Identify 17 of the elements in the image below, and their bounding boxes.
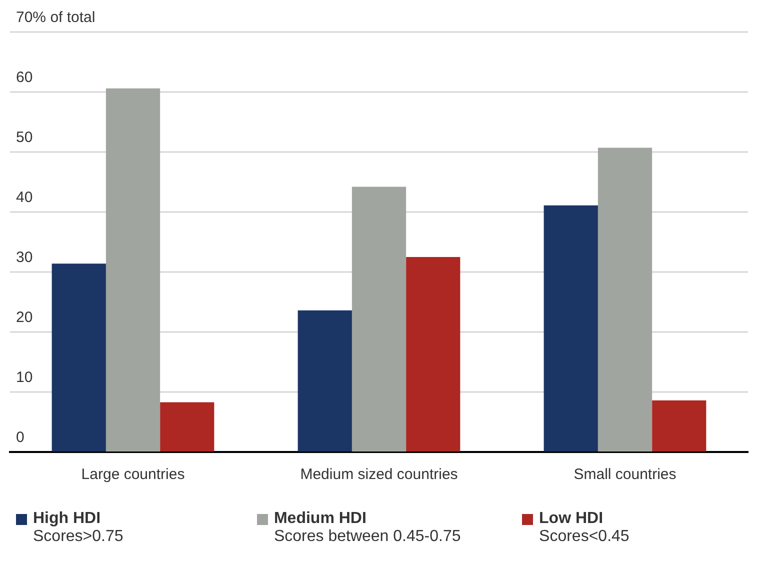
y-tick-label: 40 xyxy=(16,189,33,206)
legend-label: Medium HDI xyxy=(274,510,366,528)
legend-label: Low HDI xyxy=(539,510,604,528)
text: Scores between 0.45-0.75 xyxy=(272,528,462,546)
text: Scores>0.75 xyxy=(32,528,124,546)
x-tick-label: Medium sized countries xyxy=(300,466,458,484)
text: Scores<0.45 xyxy=(538,528,630,546)
x-tick-label: Large countries xyxy=(81,466,185,484)
y-tick-label: 10 xyxy=(16,369,33,386)
y-tick-label: 70% of total xyxy=(16,9,96,26)
y-tick-label: 0 xyxy=(16,429,24,446)
y-tick-label: 50 xyxy=(16,129,33,146)
y-tick-label: 60 xyxy=(16,69,33,86)
y-tick-label: 20 xyxy=(16,309,33,326)
x-tick-label: Small countries xyxy=(574,466,676,484)
legend-label: High HDI xyxy=(33,510,101,528)
y-tick-label: 30 xyxy=(16,249,33,266)
